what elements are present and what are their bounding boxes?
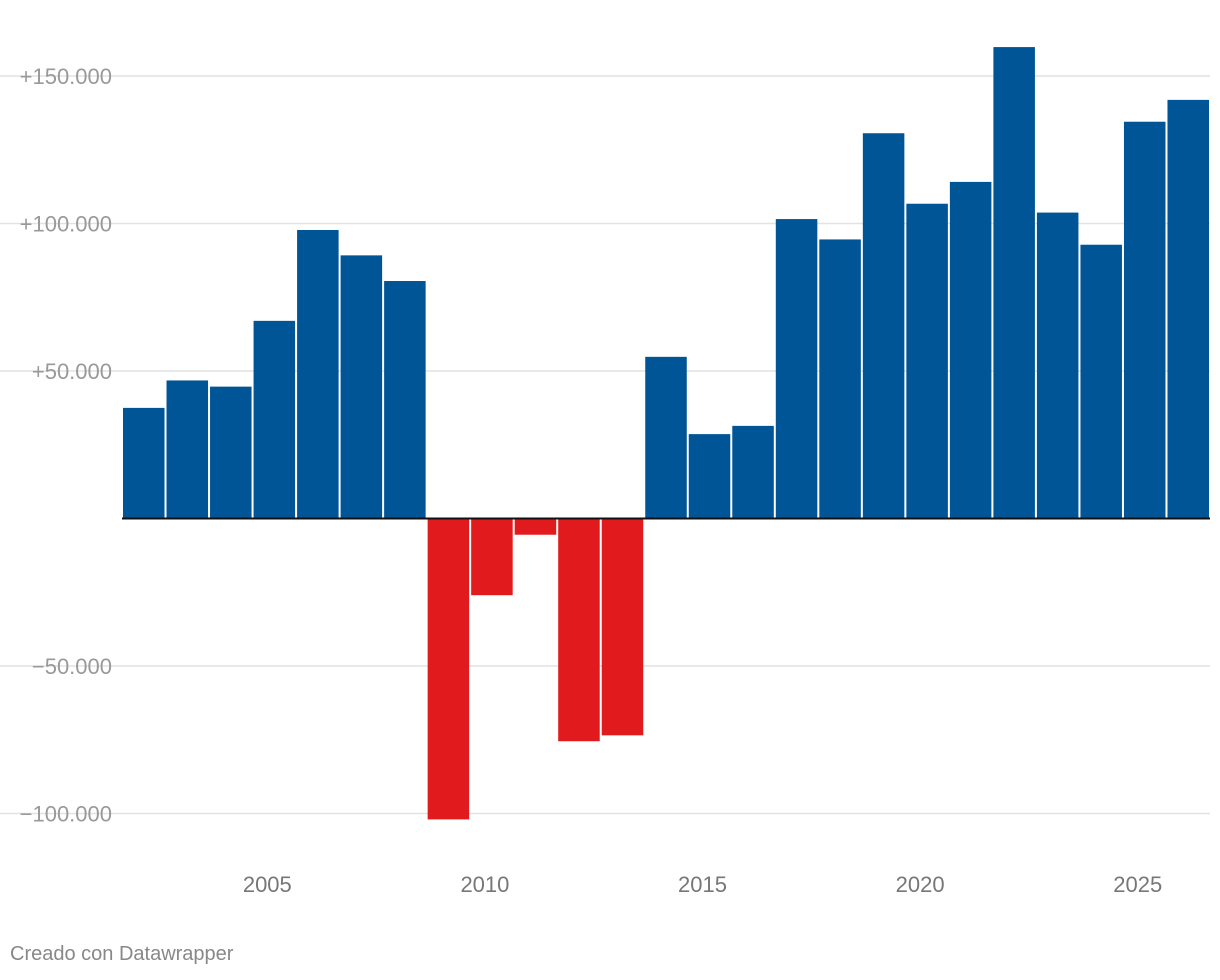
y-tick-label: +100.000 xyxy=(20,212,112,237)
x-tick-label: 2010 xyxy=(460,872,509,897)
bar-2005 xyxy=(253,320,296,519)
bar-2006 xyxy=(297,229,339,519)
bar-2016 xyxy=(732,425,774,519)
bar-2007 xyxy=(340,255,383,519)
y-tick-label: −50.000 xyxy=(32,654,112,679)
y-tick-label: −100.000 xyxy=(20,802,112,827)
bar-2020 xyxy=(906,203,948,519)
bar-chart: +150.000 +100.000 +50.000 −50.000 −100.000 2… xyxy=(0,47,1210,897)
bar-2003 xyxy=(166,380,209,519)
x-axis-tick-labels: 2005 2010 2015 2020 2025 xyxy=(243,872,1162,897)
bar-2024 xyxy=(1080,244,1122,519)
bar-2019 xyxy=(862,133,905,519)
bar-2010 xyxy=(471,518,513,596)
x-tick-label: 2020 xyxy=(896,872,945,897)
bar-2018 xyxy=(819,239,861,519)
bar-2008 xyxy=(384,281,426,519)
x-tick-label: 2025 xyxy=(1113,872,1162,897)
bar-2015 xyxy=(688,434,731,519)
bar-2004 xyxy=(210,386,252,519)
y-tick-label: +50.000 xyxy=(32,359,112,384)
bar-2002 xyxy=(123,407,165,519)
bar-2011 xyxy=(514,518,557,535)
bar-2012 xyxy=(558,518,600,742)
credit-footer: Creado con Datawrapper xyxy=(10,943,234,965)
bar-2026 xyxy=(1167,99,1209,519)
bars xyxy=(123,47,1209,820)
bar-2025 xyxy=(1123,121,1166,519)
y-axis-tick-labels: +150.000 +100.000 +50.000 −50.000 −100.000 xyxy=(20,64,112,827)
bar-2021 xyxy=(949,181,992,519)
y-tick-label: +150.000 xyxy=(20,64,112,89)
bar-2009 xyxy=(427,518,470,820)
bar-2017 xyxy=(775,219,818,519)
bar-2014 xyxy=(645,356,687,519)
x-tick-label: 2015 xyxy=(678,872,727,897)
x-tick-label: 2005 xyxy=(243,872,292,897)
bar-2013 xyxy=(601,518,644,736)
bar-2023 xyxy=(1036,212,1079,519)
bar-2022 xyxy=(993,47,1035,519)
